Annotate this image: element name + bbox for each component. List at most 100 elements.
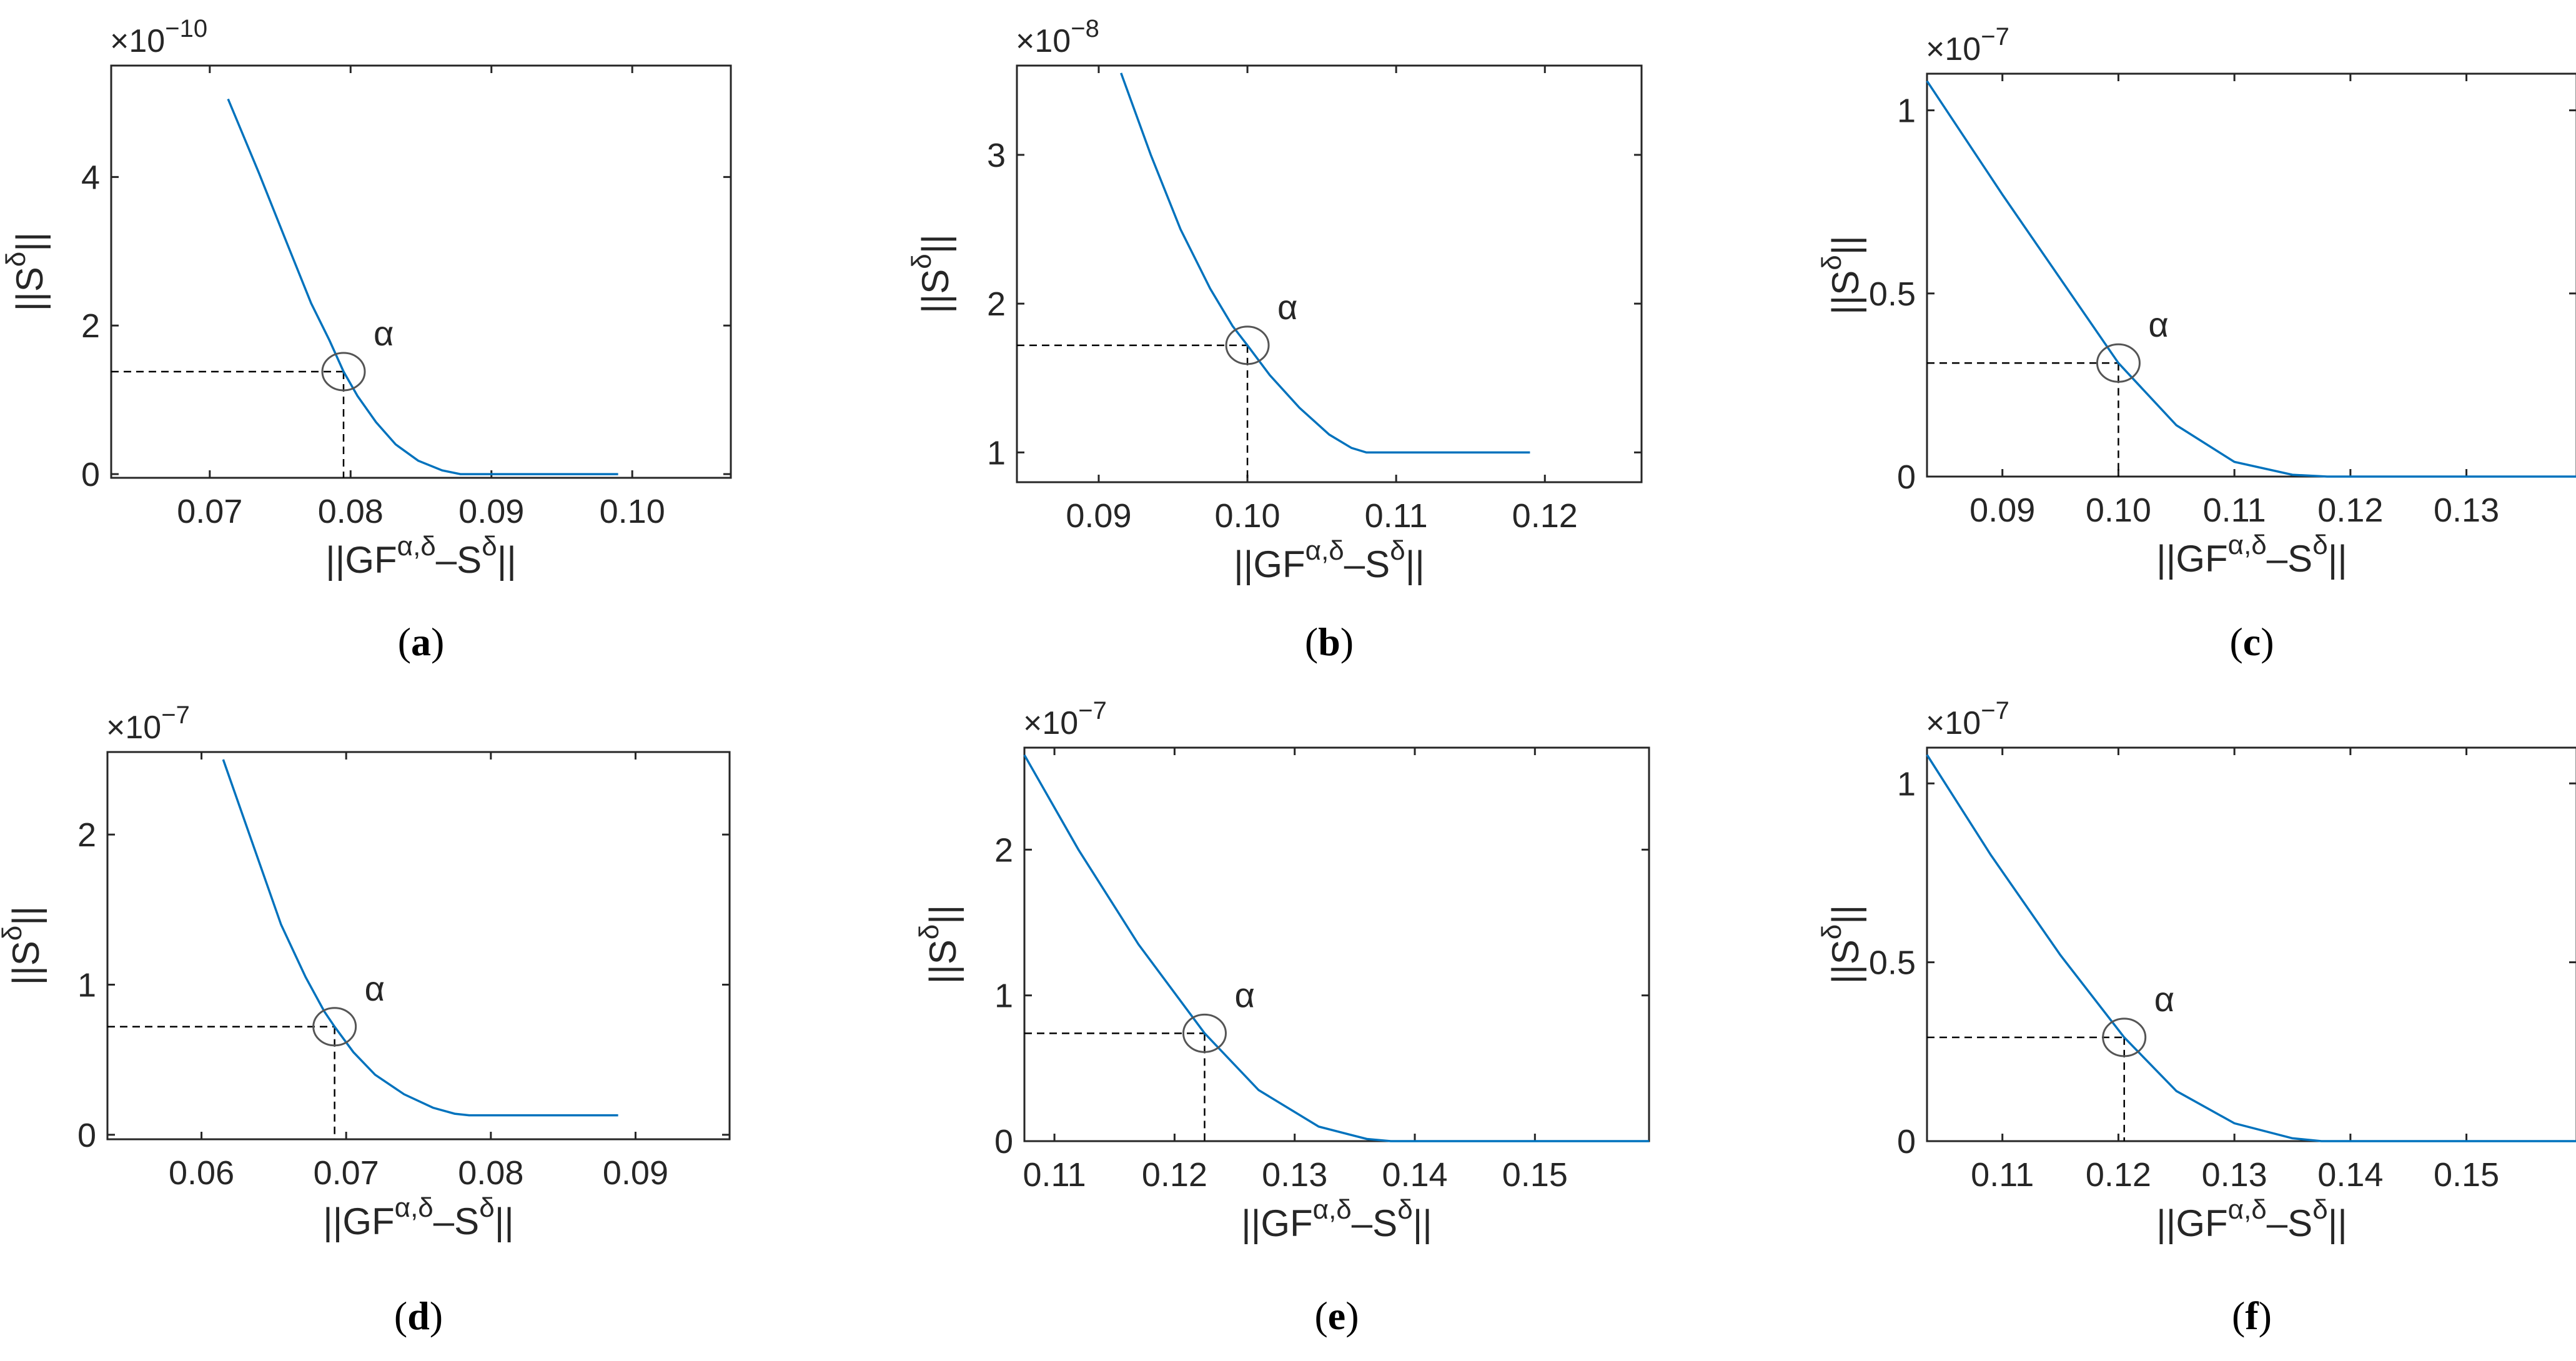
x-tick-label: 0.14 — [1382, 1156, 1447, 1194]
y-tick-label: 3 — [987, 137, 1006, 174]
x-tick-label: 0.09 — [603, 1154, 668, 1192]
x-tick-label: 0.12 — [2317, 492, 2383, 529]
panel-caption: (a) — [398, 620, 445, 664]
y-tick-label: 2 — [77, 816, 96, 854]
x-axis-label: ||GFα,δ–Sδ|| — [1234, 535, 1425, 585]
axis-exponent: ×10−7 — [106, 701, 190, 746]
y-axis-label: ||Sδ|| — [1816, 235, 1866, 315]
series-line — [1926, 80, 2576, 478]
x-tick-label: 0.07 — [314, 1154, 379, 1192]
alpha-marker-circle — [1182, 1013, 1227, 1053]
x-axis-label: ||GFα,δ–Sδ|| — [325, 531, 517, 581]
y-tick-label: 0 — [1897, 1123, 1916, 1161]
x-axis-label: ||GFα,δ–Sδ|| — [2156, 1194, 2347, 1244]
y-tick-label: 2 — [994, 831, 1013, 869]
x-axis-label: ||GFα,δ–Sδ|| — [323, 1192, 514, 1242]
axis-exponent: ×10−7 — [1926, 23, 2009, 67]
y-axis-label: ||Sδ|| — [906, 234, 956, 314]
x-tick-label: 0.10 — [2086, 492, 2151, 529]
y-axis-label: ||Sδ|| — [0, 906, 47, 986]
x-tick-label: 0.07 — [177, 493, 242, 530]
x-tick-label: 0.11 — [1023, 1156, 1086, 1194]
alpha-marker-circle — [321, 352, 366, 392]
series-line — [1120, 72, 1530, 454]
alpha-marker-circle — [2096, 343, 2141, 383]
x-tick-label: 0.06 — [169, 1154, 234, 1192]
x-axis-label: ||GFα,δ–Sδ|| — [2156, 530, 2347, 580]
y-axis-label: ||Sδ|| — [1, 232, 51, 312]
x-tick-label: 0.11 — [1365, 497, 1428, 535]
alpha-marker-label: α — [2154, 979, 2174, 1019]
panel-caption: (d) — [394, 1294, 443, 1338]
x-tick-label: 0.13 — [2202, 1156, 2267, 1194]
axes-box — [1926, 72, 2576, 478]
x-tick-label: 0.12 — [2086, 1156, 2151, 1194]
y-tick-label: 1 — [1897, 765, 1916, 803]
x-tick-label: 0.08 — [318, 493, 384, 530]
axis-exponent: ×10−8 — [1016, 15, 1099, 59]
axis-exponent: ×10−10 — [110, 15, 207, 59]
alpha-marker-label: α — [365, 969, 385, 1008]
series-line — [227, 98, 618, 475]
y-tick-label: 2 — [81, 307, 100, 345]
series-line — [1926, 754, 2576, 1142]
axes-box — [106, 751, 731, 1141]
axis-exponent: ×10−7 — [1023, 697, 1107, 741]
panel-caption: (e) — [1314, 1294, 1359, 1338]
x-tick-label: 0.10 — [600, 493, 665, 530]
x-tick-label: 0.08 — [458, 1154, 523, 1192]
x-axis-label: ||GFα,δ–Sδ|| — [1241, 1194, 1432, 1244]
axes-box — [1926, 746, 2576, 1142]
panel-e: 0.11 0.12 0.13 0.14 0.15 0 1 2 ×10−7 α ||GFα,δ–Sδ|… — [914, 697, 1650, 1338]
series-line — [1023, 754, 1649, 1142]
axes-box — [110, 64, 732, 479]
y-tick-label: 1 — [77, 966, 96, 1004]
x-tick-label: 0.13 — [2434, 492, 2499, 529]
axis-exponent: ×10−7 — [1926, 697, 2009, 741]
panel-caption: (f) — [2232, 1294, 2272, 1338]
y-tick-label: 1 — [987, 434, 1006, 472]
x-tick-label: 0.15 — [2434, 1156, 2499, 1194]
x-tick-label: 0.09 — [458, 493, 524, 530]
y-axis-label: ||Sδ|| — [1816, 905, 1866, 984]
y-tick-label: 4 — [81, 159, 100, 196]
x-tick-label: 0.09 — [1969, 492, 2035, 529]
axes-box — [1023, 746, 1650, 1142]
x-tick-label: 0.11 — [1971, 1156, 2034, 1194]
series-line — [222, 759, 618, 1117]
panel-c: 0.09 0.10 0.11 0.12 0.13 0 0.5 1 ×10−7 α ||GFα,δ–S… — [1816, 23, 2576, 664]
panel-d: 0.06 0.07 0.08 0.09 0 1 2 ×10−7 α ||GFα,δ–Sδ|| ||S… — [0, 701, 731, 1338]
alpha-marker-label: α — [2148, 305, 2168, 344]
y-tick-label: 1 — [1897, 92, 1916, 130]
y-axis-label: ||Sδ|| — [914, 905, 964, 984]
y-tick-label: 0 — [1897, 458, 1916, 496]
y-tick-label: 0 — [77, 1117, 96, 1154]
y-tick-label: 2 — [987, 285, 1006, 323]
y-tick-label: 0.5 — [1869, 275, 1916, 313]
x-tick-label: 0.15 — [1502, 1156, 1568, 1194]
x-tick-label: 0.09 — [1066, 497, 1131, 535]
axes-box — [1016, 64, 1643, 483]
alpha-marker-label: α — [374, 314, 394, 353]
alpha-marker-circle — [1225, 325, 1270, 365]
x-tick-label: 0.10 — [1214, 497, 1280, 535]
x-tick-label: 0.12 — [1512, 497, 1578, 535]
panel-f: 0.11 0.12 0.13 0.14 0.15 0 0.5 1 ×10−7 α ||GFα,δ–S… — [1816, 697, 2576, 1338]
alpha-marker-circle — [2102, 1017, 2147, 1057]
panel-a: 0.07 0.08 0.09 0.10 0 2 4 ×10−10 α ||GFα,δ–Sδ|| ||… — [1, 15, 732, 664]
x-tick-label: 0.11 — [2203, 492, 2266, 529]
y-tick-label: 1 — [994, 977, 1013, 1015]
x-tick-label: 0.12 — [1142, 1156, 1207, 1194]
panel-caption: (b) — [1305, 620, 1354, 664]
panel-b: 0.09 0.10 0.11 0.12 1 2 3 ×10−8 α ||GFα,δ–Sδ|| ||S… — [906, 15, 1643, 664]
y-tick-label: 0 — [994, 1123, 1013, 1161]
y-tick-label: 0 — [81, 456, 100, 493]
x-tick-label: 0.13 — [1262, 1156, 1327, 1194]
y-tick-label: 0.5 — [1869, 944, 1916, 982]
x-tick-label: 0.14 — [2317, 1156, 2383, 1194]
alpha-marker-circle — [312, 1007, 357, 1047]
alpha-marker-label: α — [1234, 975, 1254, 1014]
panel-caption: (c) — [2229, 620, 2274, 664]
alpha-marker-label: α — [1277, 287, 1297, 327]
